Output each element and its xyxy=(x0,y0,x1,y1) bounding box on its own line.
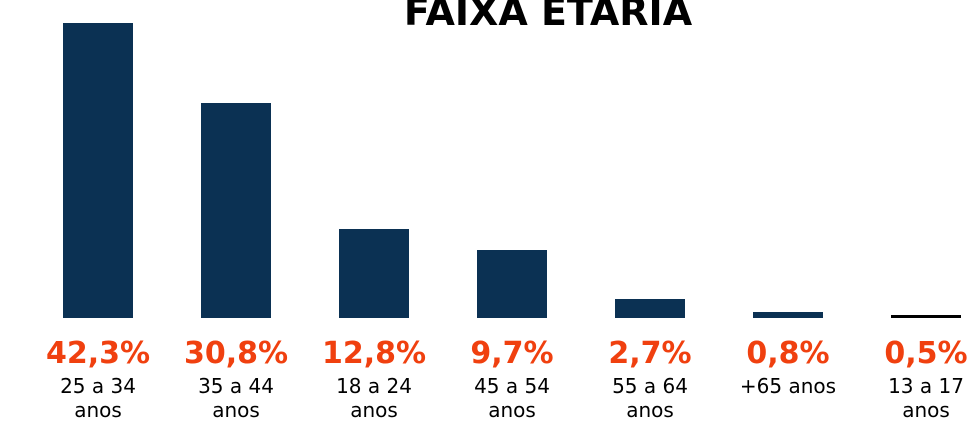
value-label: 0,8% xyxy=(746,336,830,371)
category-label: 45 a 54 anos xyxy=(474,374,550,422)
bar xyxy=(477,250,547,318)
value-label: 0,5% xyxy=(884,336,968,371)
category-label: 25 a 34 anos xyxy=(60,374,136,422)
category-label: 35 a 44 anos xyxy=(198,374,274,422)
bar xyxy=(339,228,409,318)
value-label: 9,7% xyxy=(470,336,554,371)
category-label: 13 a 17 anos xyxy=(888,374,964,422)
bar xyxy=(615,299,685,318)
value-label: 42,3% xyxy=(45,336,151,371)
category-label: +65 anos xyxy=(739,374,837,398)
category-label: 55 a 64 anos xyxy=(612,374,688,422)
value-label: 30,8% xyxy=(183,336,289,371)
bar xyxy=(201,103,271,318)
bar xyxy=(891,314,961,318)
bar xyxy=(753,312,823,318)
chart-title: FAIXA ETARIA xyxy=(403,0,693,34)
value-label: 12,8% xyxy=(321,336,427,371)
category-label: 18 a 24 anos xyxy=(336,374,412,422)
bar xyxy=(63,23,133,318)
value-label: 2,7% xyxy=(608,336,692,371)
